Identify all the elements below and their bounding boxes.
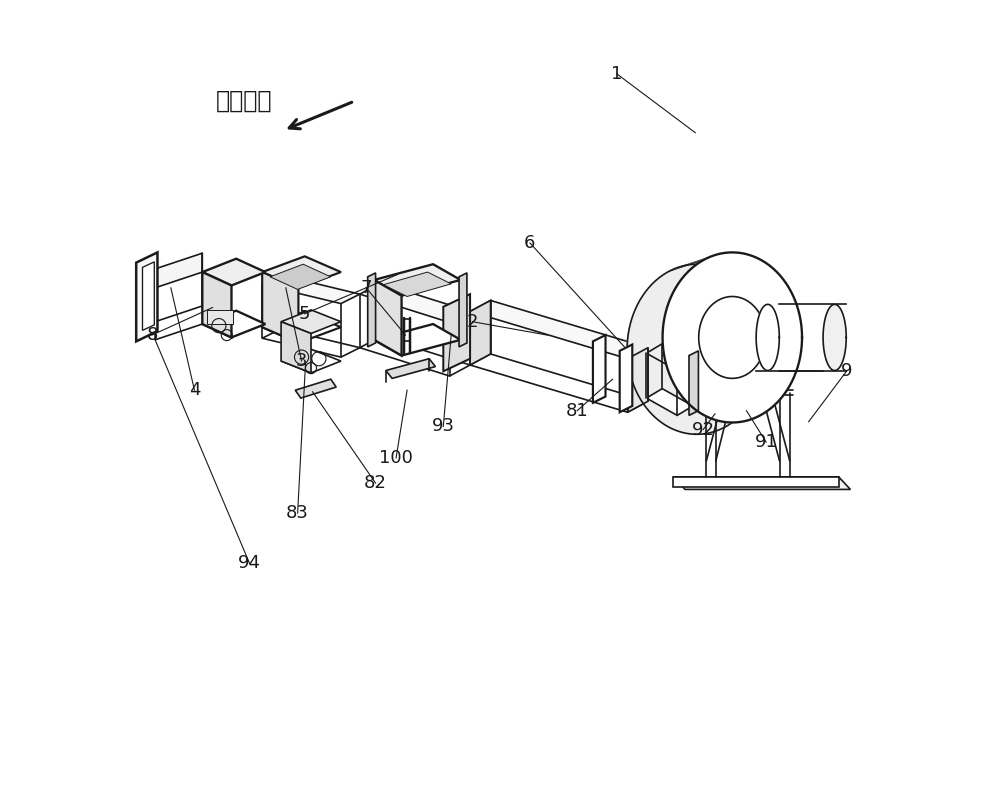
Polygon shape (281, 349, 341, 373)
Text: 1: 1 (611, 65, 622, 82)
Polygon shape (627, 264, 767, 435)
Polygon shape (459, 273, 467, 347)
Text: 92: 92 (692, 420, 715, 439)
Text: 9: 9 (841, 362, 852, 381)
Text: 4: 4 (189, 381, 200, 399)
Text: 6: 6 (524, 234, 536, 252)
Polygon shape (360, 283, 470, 323)
Polygon shape (202, 311, 265, 338)
Polygon shape (262, 312, 341, 343)
Polygon shape (673, 477, 839, 487)
Polygon shape (593, 335, 606, 403)
Polygon shape (143, 262, 154, 331)
Polygon shape (374, 264, 461, 296)
Polygon shape (136, 252, 157, 341)
Polygon shape (281, 322, 311, 373)
Polygon shape (202, 259, 265, 285)
Text: 8: 8 (146, 326, 158, 344)
FancyBboxPatch shape (207, 310, 233, 324)
Polygon shape (281, 310, 341, 334)
Text: 7: 7 (360, 279, 372, 297)
Polygon shape (443, 294, 470, 371)
Polygon shape (756, 305, 779, 370)
Polygon shape (620, 344, 632, 412)
Polygon shape (628, 347, 648, 412)
Polygon shape (374, 280, 402, 355)
Text: 5: 5 (299, 305, 310, 323)
Polygon shape (673, 477, 850, 489)
Polygon shape (262, 329, 360, 357)
Polygon shape (663, 252, 802, 423)
Polygon shape (374, 324, 461, 355)
Polygon shape (646, 389, 693, 416)
Polygon shape (646, 343, 693, 370)
Text: 2: 2 (467, 312, 478, 331)
Polygon shape (689, 351, 698, 416)
Polygon shape (368, 273, 376, 347)
Polygon shape (262, 256, 341, 288)
Text: 83: 83 (286, 504, 309, 522)
Text: 100: 100 (379, 449, 413, 467)
Text: 3: 3 (296, 352, 307, 370)
Polygon shape (262, 275, 360, 304)
Polygon shape (155, 253, 202, 288)
Text: 第一方向: 第一方向 (216, 89, 272, 113)
Polygon shape (383, 272, 451, 297)
Polygon shape (470, 301, 491, 365)
Text: 81: 81 (566, 402, 589, 419)
Polygon shape (270, 264, 331, 289)
Polygon shape (386, 358, 435, 378)
Text: 82: 82 (364, 474, 387, 492)
Polygon shape (202, 272, 231, 338)
Polygon shape (470, 301, 648, 358)
Polygon shape (470, 354, 648, 412)
Polygon shape (360, 337, 470, 376)
Polygon shape (262, 272, 298, 343)
Polygon shape (823, 305, 846, 370)
Polygon shape (155, 306, 202, 340)
Text: 93: 93 (432, 417, 455, 435)
Text: 94: 94 (238, 554, 261, 573)
Text: 91: 91 (755, 433, 778, 451)
Polygon shape (295, 379, 336, 398)
